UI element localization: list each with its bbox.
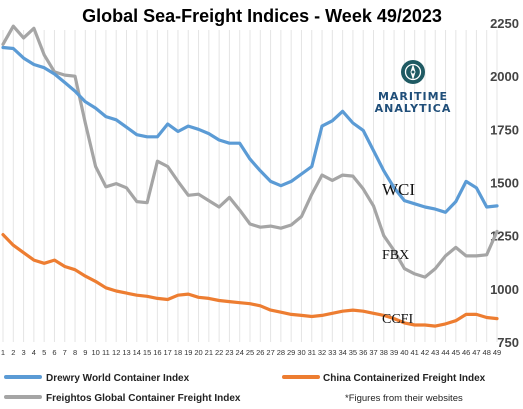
x-tick-label: 44 <box>441 348 449 357</box>
y-tick-label: 2250 <box>490 16 519 31</box>
x-tick-label: 13 <box>122 348 130 357</box>
series-label-wci: WCI <box>382 180 415 199</box>
x-tick-label: 38 <box>380 348 388 357</box>
y-tick-label: 1000 <box>490 282 519 297</box>
x-tick-label: 35 <box>349 348 357 357</box>
x-tick-label: 27 <box>266 348 274 357</box>
compass-icon <box>401 60 425 84</box>
series-line-wci <box>1 45 499 214</box>
x-tick-label: 18 <box>174 348 182 357</box>
x-tick-label: 17 <box>163 348 171 357</box>
x-tick-label: 14 <box>133 348 141 357</box>
x-tick-label: 46 <box>462 348 470 357</box>
x-tick-label: 19 <box>184 348 192 357</box>
logo-line1: MARITIME <box>378 90 448 103</box>
x-tick-label: 29 <box>287 348 295 357</box>
series-labels: WCI FBX CCFI <box>382 180 415 327</box>
x-tick-label: 48 <box>483 348 491 357</box>
x-tick-label: 9 <box>83 348 87 357</box>
x-tick-label: 20 <box>194 348 202 357</box>
y-tick-label: 2000 <box>490 69 519 84</box>
x-tick-label: 39 <box>390 348 398 357</box>
x-tick-label: 11 <box>102 348 110 357</box>
y-tick-label: 1500 <box>490 176 519 191</box>
legend-item-wci: Drewry World Container Index <box>4 373 190 384</box>
x-tick-label: 22 <box>215 348 223 357</box>
series-label-fbx: FBX <box>382 248 409 263</box>
x-tick-label: 24 <box>236 348 244 357</box>
legend-label-fbx: Freightos Global Container Freight Index <box>46 393 241 404</box>
x-tick-label: 2 <box>11 348 15 357</box>
x-tick-label: 1 <box>1 348 5 357</box>
x-tick-label: 6 <box>52 348 56 357</box>
x-tick-label: 31 <box>308 348 316 357</box>
grid <box>2 30 498 342</box>
x-tick-label: 5 <box>42 348 46 357</box>
x-tick-label: 16 <box>153 348 161 357</box>
x-tick-label: 21 <box>205 348 213 357</box>
legend-item-fbx: Freightos Global Container Freight Index <box>4 393 241 404</box>
series-lines <box>1 24 499 328</box>
x-tick-label: 26 <box>256 348 264 357</box>
series-line-fbx <box>1 24 499 279</box>
x-tick-label: 30 <box>297 348 305 357</box>
legend-label-wci: Drewry World Container Index <box>46 373 190 384</box>
x-tick-label: 4 <box>32 348 36 357</box>
x-tick-label: 42 <box>421 348 429 357</box>
x-tick-label: 23 <box>225 348 233 357</box>
x-tick-label: 49 <box>493 348 501 357</box>
x-tick-label: 28 <box>277 348 285 357</box>
x-tick-label: 43 <box>431 348 439 357</box>
x-tick-label: 45 <box>452 348 460 357</box>
x-tick-label: 12 <box>112 348 120 357</box>
x-tick-label: 25 <box>246 348 254 357</box>
legend-label-ccfi: China Containerized Freight Index <box>323 373 486 384</box>
x-tick-label: 41 <box>410 348 418 357</box>
x-tick-label: 40 <box>400 348 408 357</box>
series-label-ccfi: CCFI <box>382 312 413 327</box>
series-line-ccfi <box>1 233 499 328</box>
y-tick-label: 1750 <box>490 122 519 137</box>
x-tick-label: 15 <box>143 348 151 357</box>
x-tick-label: 33 <box>328 348 336 357</box>
logo-line2: ANALYTICA <box>375 102 452 115</box>
legend-item-ccfi: China Containerized Freight Index <box>282 373 486 384</box>
x-tick-label: 32 <box>318 348 326 357</box>
maritime-analytica-logo: MARITIME ANALYTICA <box>375 60 452 115</box>
y-tick-label: 750 <box>497 335 519 350</box>
x-axis-ticks: 1 2 3 4 5 6 7 8 9 10 11 12 13 14 15 16 17 18 19 20 21 22 23 24 2… <box>1 348 501 357</box>
x-tick-label: 3 <box>21 348 25 357</box>
x-tick-label: 37 <box>369 348 377 357</box>
x-tick-label: 7 <box>63 348 67 357</box>
x-tick-label: 36 <box>359 348 367 357</box>
x-tick-label: 47 <box>472 348 480 357</box>
x-tick-label: 10 <box>91 348 99 357</box>
footnote: *Figures from their websites <box>345 393 463 404</box>
legend: Drewry World Container Index China Conta… <box>4 373 486 404</box>
x-tick-label: 8 <box>73 348 77 357</box>
x-tick-label: 34 <box>338 348 346 357</box>
chart-title: Global Sea-Freight Indices - Week 49/202… <box>82 6 442 26</box>
